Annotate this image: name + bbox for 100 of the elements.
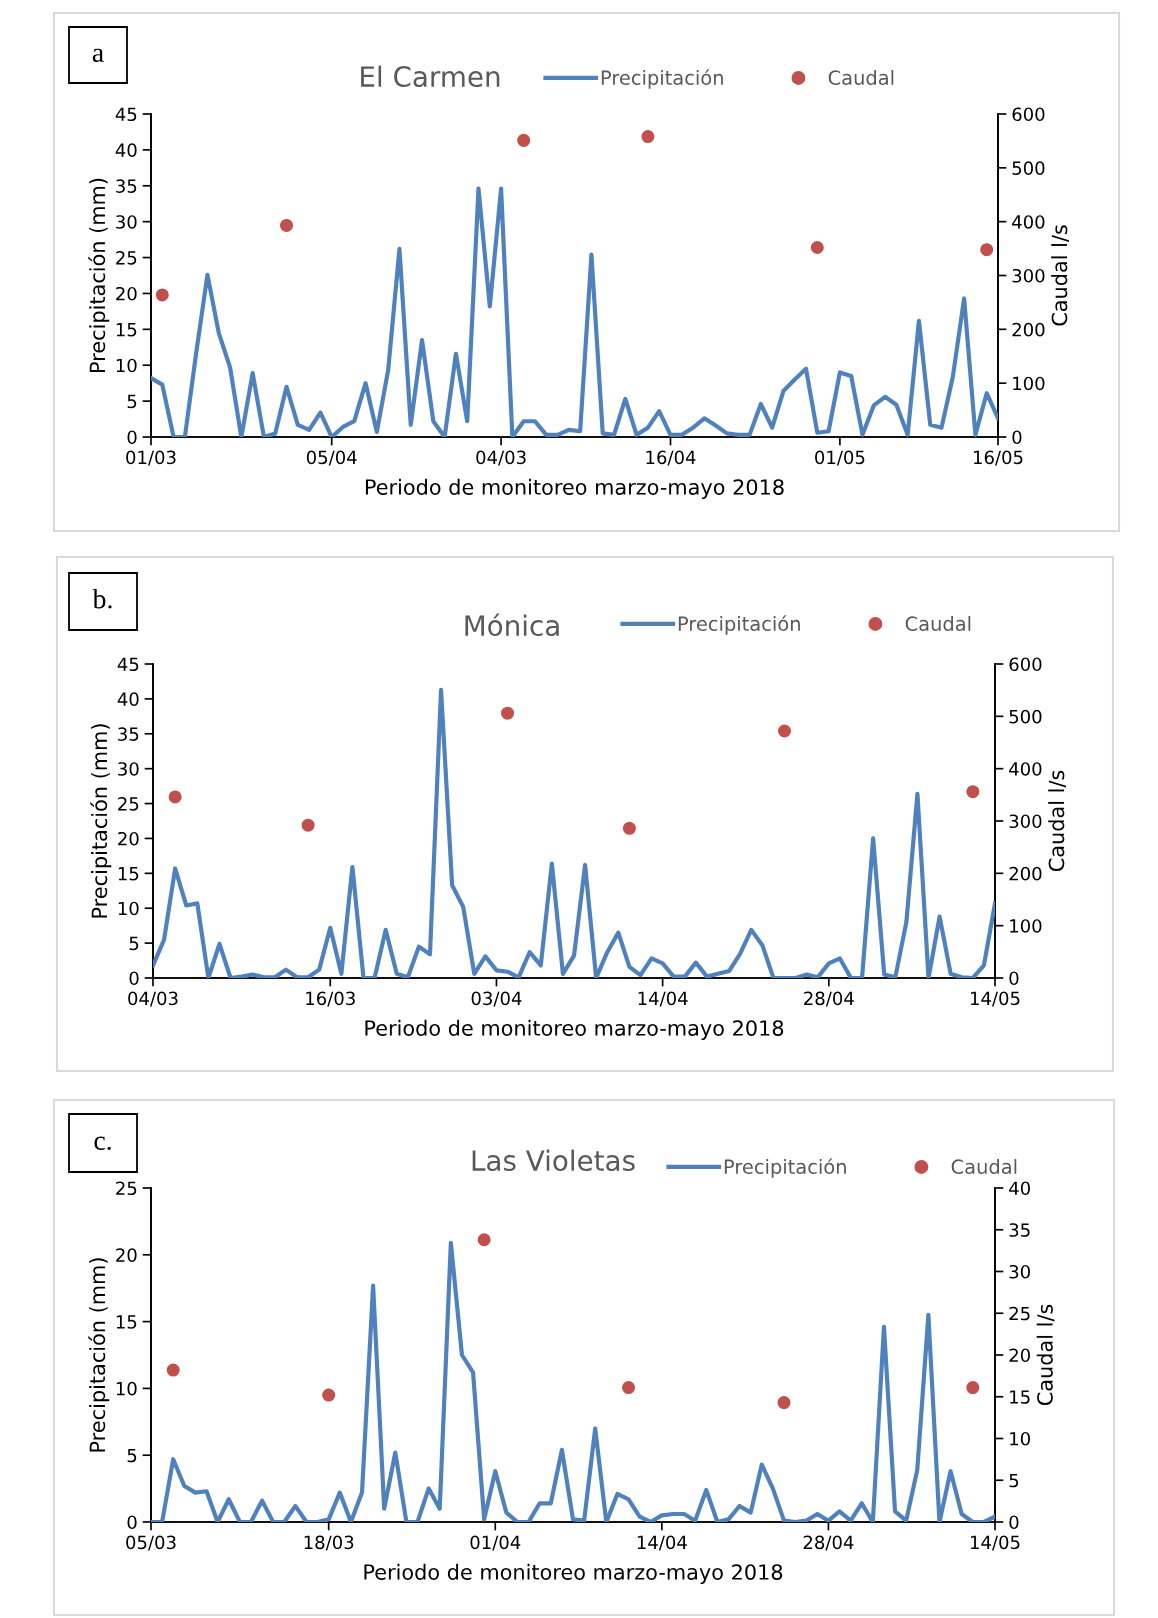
point: [501, 706, 515, 720]
point: [166, 1363, 180, 1377]
y-axis-title: Precipitación (mm): [90, 724, 112, 918]
x-axis-title: Periodo de monitoreo marzo-mayo 2018: [365, 478, 784, 499]
y-tick-label: 25: [116, 1181, 137, 1196]
x-tick-label: 01/03: [126, 450, 176, 466]
y-tick-label: 20: [116, 286, 137, 301]
y2-tick-label: 200: [1012, 322, 1045, 337]
y-tick-label: 35: [118, 727, 139, 741]
x-tick-label: 04/03: [476, 450, 526, 466]
y-tick-label: 30: [116, 215, 137, 229]
y-tick-label: 25: [118, 797, 139, 811]
y-tick-label: 20: [116, 1248, 137, 1262]
y2-tick-label: 25: [1009, 1306, 1030, 1321]
y-tick-label: 0: [127, 430, 137, 445]
point: [622, 1381, 636, 1395]
x-axis-title: Periodo de monitoreo marzo-mayo 2018: [365, 1019, 784, 1040]
y2-tick-label: 30: [1009, 1264, 1030, 1279]
x-axis-title: Periodo de monitoreo marzo-mayo 2018: [364, 1563, 783, 1584]
point: [641, 130, 655, 144]
point: [301, 818, 315, 832]
y2-axis-title: Caudal l/s: [1048, 770, 1066, 872]
y-tick-label: 0: [129, 971, 139, 986]
y-tick-label: 10: [116, 1381, 137, 1396]
y2-tick-label: 100: [1010, 919, 1042, 933]
y2-tick-label: 400: [1009, 762, 1042, 776]
x-tick-label: 16/03: [306, 991, 355, 1007]
y-tick-label: 40: [115, 143, 137, 158]
x-tick-label: 28/04: [804, 991, 854, 1007]
y-tick-label: 15: [118, 867, 139, 881]
y-tick-label: 35: [116, 179, 137, 193]
text: b.: [92, 588, 112, 609]
point: [966, 785, 980, 799]
point: [517, 133, 531, 147]
point: [280, 218, 294, 232]
chart-title: El Carmen: [361, 65, 500, 88]
x-tick-label: 14/05: [970, 1535, 1020, 1551]
y2-tick-label: 10: [1010, 1431, 1030, 1446]
x-tick-label: 03/04: [471, 991, 522, 1007]
text: c.: [94, 1136, 111, 1151]
y-tick-label: 15: [116, 1315, 137, 1329]
x-tick-label: 05/04: [306, 450, 357, 466]
y2-tick-label: 100: [1013, 376, 1045, 391]
y-tick-label: 5: [129, 936, 139, 951]
y2-tick-label: 600: [1009, 657, 1042, 672]
y2-tick-label: 0: [1009, 1515, 1019, 1530]
y2-tick-label: 500: [1012, 161, 1045, 175]
y-tick-label: 30: [118, 762, 139, 776]
y2-axis-title: Caudal l/s: [1051, 225, 1069, 326]
legend-label: Precipitación: [601, 69, 723, 89]
y2-tick-label: 200: [1009, 866, 1042, 881]
point: [155, 288, 169, 302]
legend-label: Precipitación: [724, 1158, 846, 1178]
y-tick-label: 10: [118, 901, 139, 916]
y2-tick-label: 35: [1009, 1223, 1030, 1237]
x-tick-label: 01/05: [815, 450, 865, 466]
point: [777, 1396, 791, 1410]
legend-label: Precipitación: [678, 615, 800, 635]
text: a: [92, 48, 104, 62]
y2-tick-label: 600: [1012, 107, 1045, 122]
y2-tick-label: 300: [1009, 814, 1042, 829]
point: [810, 241, 824, 255]
x-tick-label: 16/05: [973, 450, 1023, 466]
y-tick-label: 25: [116, 251, 137, 265]
y2-tick-label: 0: [1012, 430, 1022, 445]
y2-tick-label: 400: [1012, 215, 1045, 229]
point: [622, 821, 636, 835]
y2-tick-label: 5: [1009, 1473, 1019, 1488]
y-tick-label: 5: [127, 394, 137, 409]
point: [168, 790, 182, 804]
y2-tick-label: 0: [1009, 971, 1019, 986]
x-tick-label: 14/04: [637, 1535, 687, 1551]
y-tick-label: 45: [117, 657, 139, 672]
y-tick-label: 0: [127, 1515, 137, 1530]
y-axis-title: Precipitación (mm): [88, 178, 110, 372]
y-tick-label: 45: [115, 107, 137, 122]
y2-tick-label: 15: [1010, 1390, 1030, 1404]
point: [777, 724, 792, 738]
chart-title: Las Violetas: [472, 1149, 635, 1172]
y2-axis-title: Caudal l/s: [1036, 1304, 1055, 1406]
legend-label: Caudal: [828, 69, 894, 86]
point: [322, 1388, 336, 1402]
y-tick-label: 40: [117, 692, 139, 707]
legend-label: Caudal: [951, 1158, 1017, 1175]
y-tick-label: 15: [116, 323, 137, 337]
x-tick-label: 16/04: [646, 450, 696, 466]
y2-tick-label: 300: [1012, 268, 1045, 283]
y-tick-label: 10: [116, 358, 137, 373]
y-axis-title: Precipitación (mm): [88, 1258, 110, 1452]
y2-tick-label: 20: [1009, 1348, 1030, 1363]
y2-tick-label: 500: [1009, 709, 1042, 724]
x-tick-label: 01/04: [470, 1535, 521, 1551]
point: [477, 1233, 491, 1247]
x-tick-label: 28/04: [803, 1535, 854, 1551]
x-tick-label: 18/03: [304, 1535, 354, 1551]
chart-title: Mónica: [465, 613, 559, 637]
y2-tick-label: 40: [1009, 1181, 1030, 1196]
x-tick-label: 14/05: [970, 991, 1020, 1007]
x-tick-label: 04/03: [128, 991, 178, 1007]
y-tick-label: 20: [118, 831, 139, 846]
